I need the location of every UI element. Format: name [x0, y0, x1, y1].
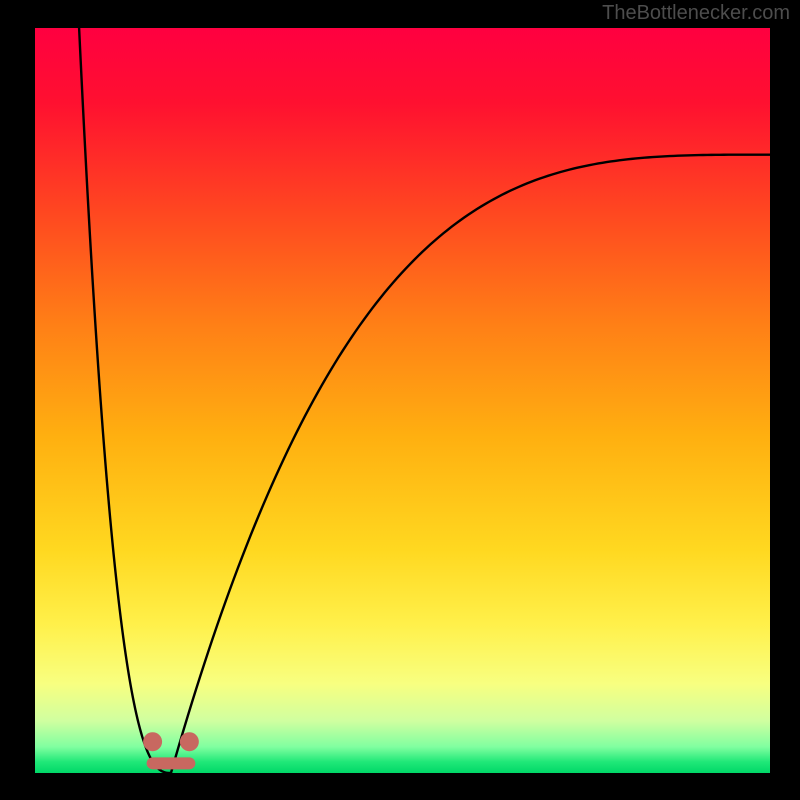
- chart-container: TheBottlenecker.com: [0, 0, 800, 800]
- valley-marker-0: [143, 732, 162, 751]
- valley-marker-1: [180, 732, 199, 751]
- bottleneck-chart: [0, 0, 800, 800]
- watermark-label: TheBottlenecker.com: [602, 2, 790, 25]
- plot-background: [35, 28, 770, 773]
